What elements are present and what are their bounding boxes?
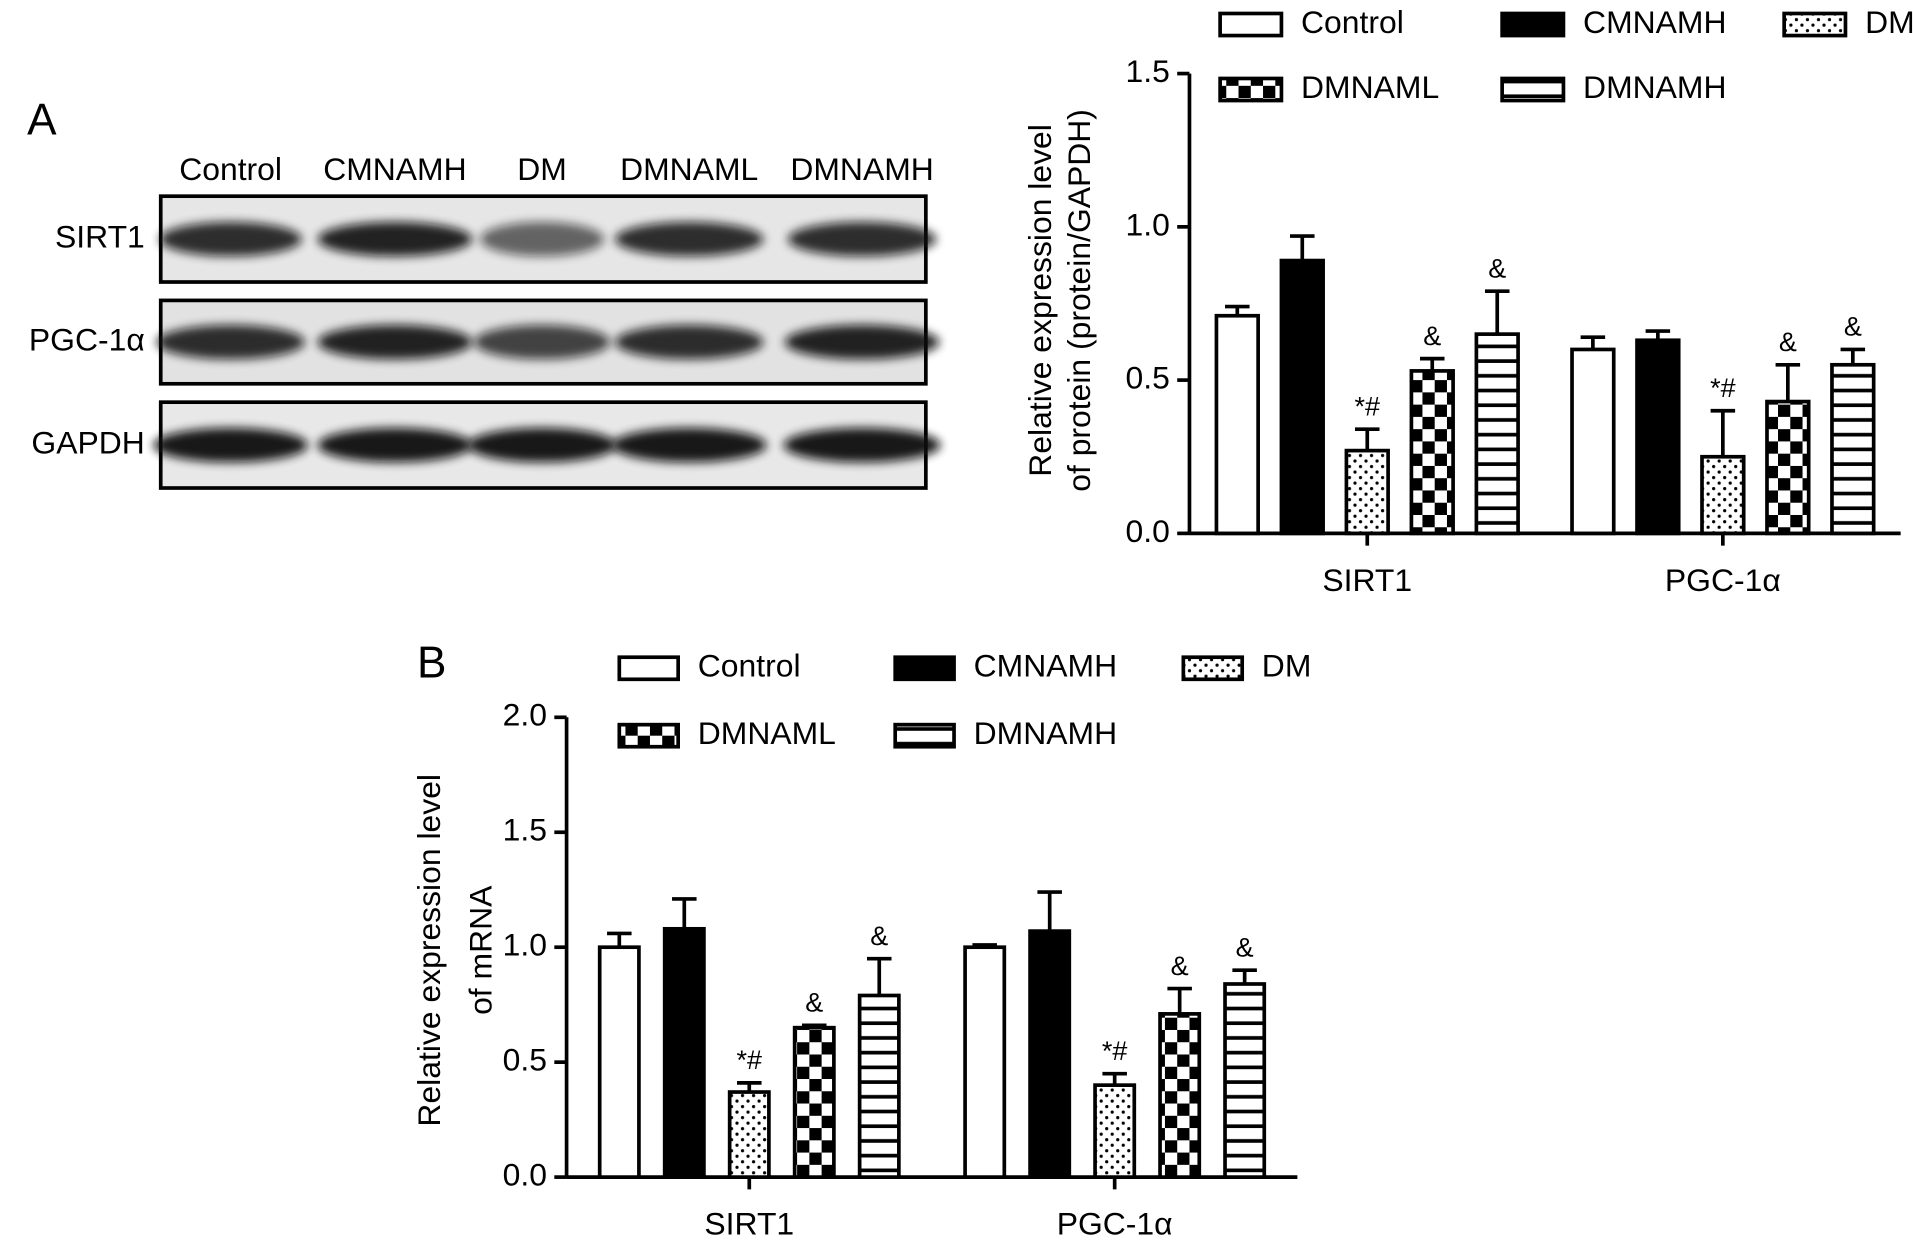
blot-band — [783, 427, 941, 463]
y-tick-label: 1.0 — [503, 927, 547, 963]
y-axis-label: of protein (protein/GAPDH) — [1061, 109, 1097, 492]
blot-band — [159, 221, 302, 257]
western-blot: Control CMNAMH DM DMNAML DMNAMH SIRT1 PGC-1α GA… — [29, 151, 941, 490]
legend-label: DM — [1865, 4, 1913, 40]
bar — [1570, 347, 1616, 536]
blot-band — [615, 324, 764, 360]
legend-swatch — [1500, 11, 1566, 38]
lane-label: CMNAMH — [323, 151, 466, 187]
legend-label: DMNAML — [698, 715, 836, 751]
panel-label: A — [27, 95, 57, 144]
bar — [727, 1090, 771, 1179]
legend-swatch — [1218, 76, 1284, 103]
legend-swatch — [617, 655, 681, 682]
lane-label: DMNAML — [620, 151, 758, 187]
legend-swatch — [1181, 655, 1245, 682]
bar — [1830, 362, 1876, 536]
annotation: & — [1236, 932, 1254, 962]
bar — [1700, 454, 1746, 536]
y-axis-label: of mRNA — [463, 885, 499, 1015]
legend-label: CMNAMH — [1583, 4, 1726, 40]
y-axis-label: Relative expression level — [1022, 124, 1058, 477]
row-label: SIRT1 — [55, 219, 145, 255]
bar — [792, 1025, 836, 1179]
legend-swatch — [1500, 76, 1566, 103]
x-tick-label: PGC-1α — [1665, 562, 1781, 598]
annotation: & — [1779, 327, 1797, 357]
blot-band — [611, 427, 767, 463]
blot-band — [317, 324, 473, 360]
bar — [597, 945, 641, 1179]
row-label: PGC-1α — [29, 322, 145, 358]
y-axis-label: Relative expression level — [411, 774, 447, 1127]
annotation: & — [1171, 951, 1189, 981]
legend-swatch — [1218, 11, 1284, 38]
x-tick-label: PGC-1α — [1057, 1206, 1173, 1242]
bar — [1765, 399, 1811, 536]
legend-label: DMNAMH — [1583, 69, 1726, 105]
blot-band — [153, 427, 308, 463]
bar — [1028, 929, 1072, 1179]
y-tick-label: 0.0 — [503, 1157, 547, 1193]
bar — [1223, 982, 1267, 1179]
annotation: *# — [737, 1045, 763, 1075]
blot-band — [467, 427, 617, 463]
y-tick-label: 1.0 — [1126, 206, 1170, 242]
legend-label: CMNAMH — [974, 648, 1117, 684]
y-tick-label: 0.5 — [503, 1042, 547, 1078]
annotation: *# — [1710, 373, 1736, 403]
annotation: *# — [1355, 391, 1381, 421]
bar — [1214, 313, 1260, 536]
lane-label: Control — [179, 151, 282, 187]
blot-band — [156, 324, 305, 360]
x-tick-label: SIRT1 — [1322, 562, 1412, 598]
legend-label: DM — [1262, 648, 1312, 684]
annotation: *# — [1102, 1036, 1128, 1066]
panel-label: B — [417, 638, 446, 687]
legend-label: DMNAMH — [974, 715, 1117, 751]
blot-band — [317, 221, 473, 257]
annotation: & — [1844, 312, 1862, 342]
bar — [1409, 369, 1455, 536]
annotation: & — [1488, 253, 1506, 283]
blot-band — [480, 221, 604, 257]
bar — [857, 993, 901, 1179]
bar — [1093, 1083, 1137, 1179]
row-label: GAPDH — [31, 425, 144, 461]
x-tick-label: SIRT1 — [704, 1206, 794, 1242]
bar — [662, 926, 706, 1179]
blot-band — [474, 324, 611, 360]
y-tick-label: 0.0 — [1126, 513, 1170, 549]
bar — [1474, 332, 1520, 536]
legend-label: Control — [1301, 4, 1404, 40]
lane-label: DMNAMH — [790, 151, 933, 187]
annotation: & — [870, 921, 888, 951]
bar — [1635, 338, 1681, 536]
blot-band — [615, 221, 764, 257]
blot-band — [787, 221, 937, 257]
legend-swatch — [893, 655, 956, 682]
y-tick-label: 1.5 — [503, 812, 547, 848]
legend-swatch — [1782, 11, 1848, 38]
legend-label: DMNAML — [1301, 69, 1439, 105]
bar-chart: 0.0 0.5 1.0 1.5 Relative expression level of … — [1022, 4, 1913, 598]
bar — [1279, 258, 1325, 536]
annotation: & — [805, 988, 823, 1018]
y-tick-label: 0.5 — [1126, 360, 1170, 396]
legend-label: Control — [698, 648, 801, 684]
legend-swatch — [617, 722, 681, 749]
y-tick-label: 2.0 — [503, 697, 547, 733]
blot-band — [317, 427, 473, 463]
y-tick-label: 1.5 — [1126, 53, 1170, 89]
bar — [963, 945, 1007, 1179]
blot-band — [784, 324, 940, 360]
legend-swatch — [893, 722, 956, 749]
lane-label: DM — [517, 151, 567, 187]
bar — [1158, 1012, 1202, 1179]
bar-chart: 0.0 0.5 1.0 1.5 2.0 Relative expression level… — [411, 648, 1311, 1242]
annotation: & — [1423, 321, 1441, 351]
bar — [1344, 448, 1390, 536]
